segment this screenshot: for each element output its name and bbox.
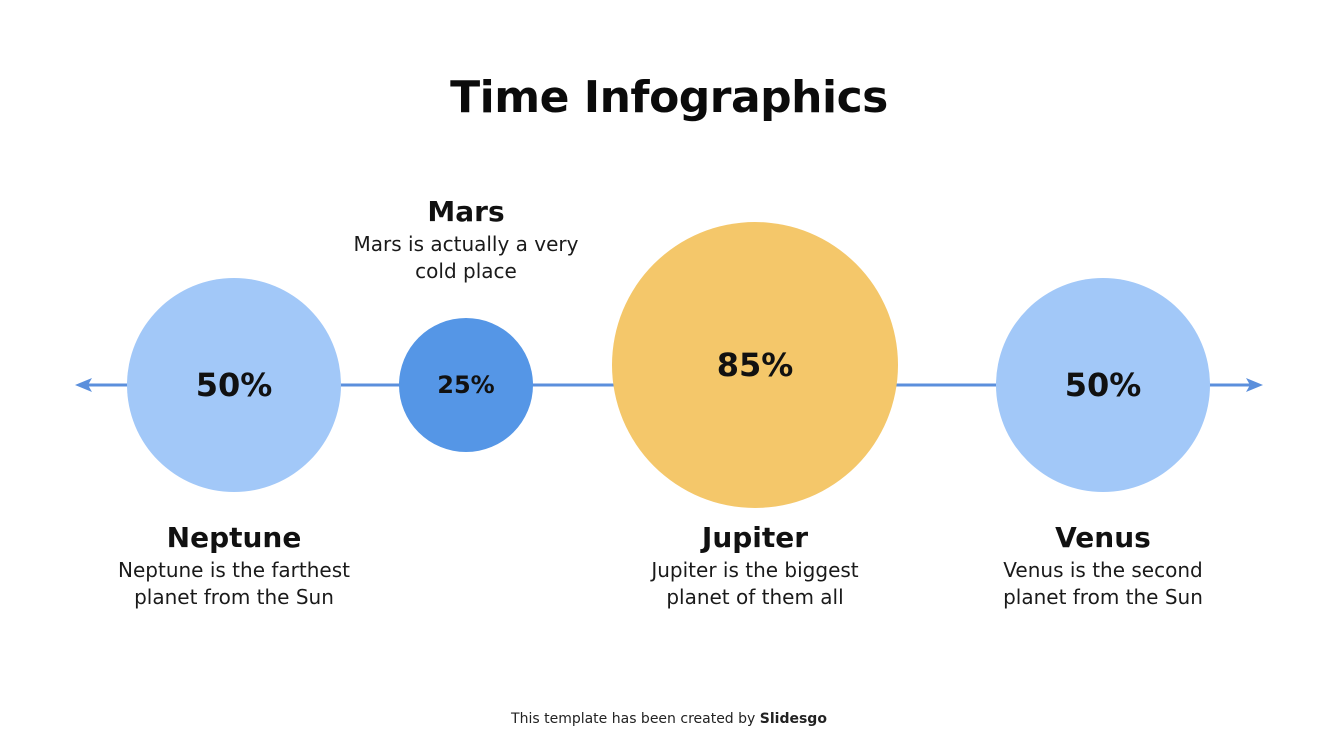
arrow-left-icon <box>75 378 92 392</box>
mars-title: Mars <box>427 195 505 228</box>
venus-title: Venus <box>1055 521 1151 554</box>
jupiter-circle: 85% <box>612 222 898 508</box>
neptune-desc-line1: Neptune is the farthest <box>118 558 350 582</box>
jupiter-desc-line2: planet of them all <box>666 585 844 609</box>
arrow-right-icon <box>1246 378 1263 392</box>
footer-prefix: This template has been created by <box>511 711 760 727</box>
venus-value: 50% <box>1064 366 1142 404</box>
jupiter-value: 85% <box>716 346 794 384</box>
page-title: Time Infographics <box>450 72 888 123</box>
footer-brand[interactable]: Slidesgo <box>759 711 827 727</box>
mars-value: 25% <box>437 371 495 399</box>
neptune-value: 50% <box>195 366 273 404</box>
jupiter-title: Jupiter <box>701 521 809 554</box>
mars-label: Mars Mars is actually a very cold place <box>316 195 616 285</box>
jupiter-label: Jupiter Jupiter is the biggest planet of… <box>605 521 905 611</box>
neptune-label: Neptune Neptune is the farthest planet f… <box>84 521 384 611</box>
neptune-circle: 50% <box>127 278 341 492</box>
neptune-desc-line2: planet from the Sun <box>134 585 334 609</box>
neptune-title: Neptune <box>166 521 302 554</box>
mars-circle: 25% <box>399 318 533 452</box>
venus-circle: 50% <box>996 278 1210 492</box>
mars-desc-line1: Mars is actually a very <box>353 232 579 256</box>
venus-label: Venus Venus is the second planet from th… <box>953 521 1253 611</box>
venus-desc-line2: planet from the Sun <box>1003 585 1203 609</box>
mars-desc-line2: cold place <box>415 259 517 283</box>
footer-credit: This template has been created by Slides… <box>0 711 1338 727</box>
jupiter-desc-line1: Jupiter is the biggest <box>651 558 859 582</box>
venus-desc-line1: Venus is the second <box>1003 558 1203 582</box>
